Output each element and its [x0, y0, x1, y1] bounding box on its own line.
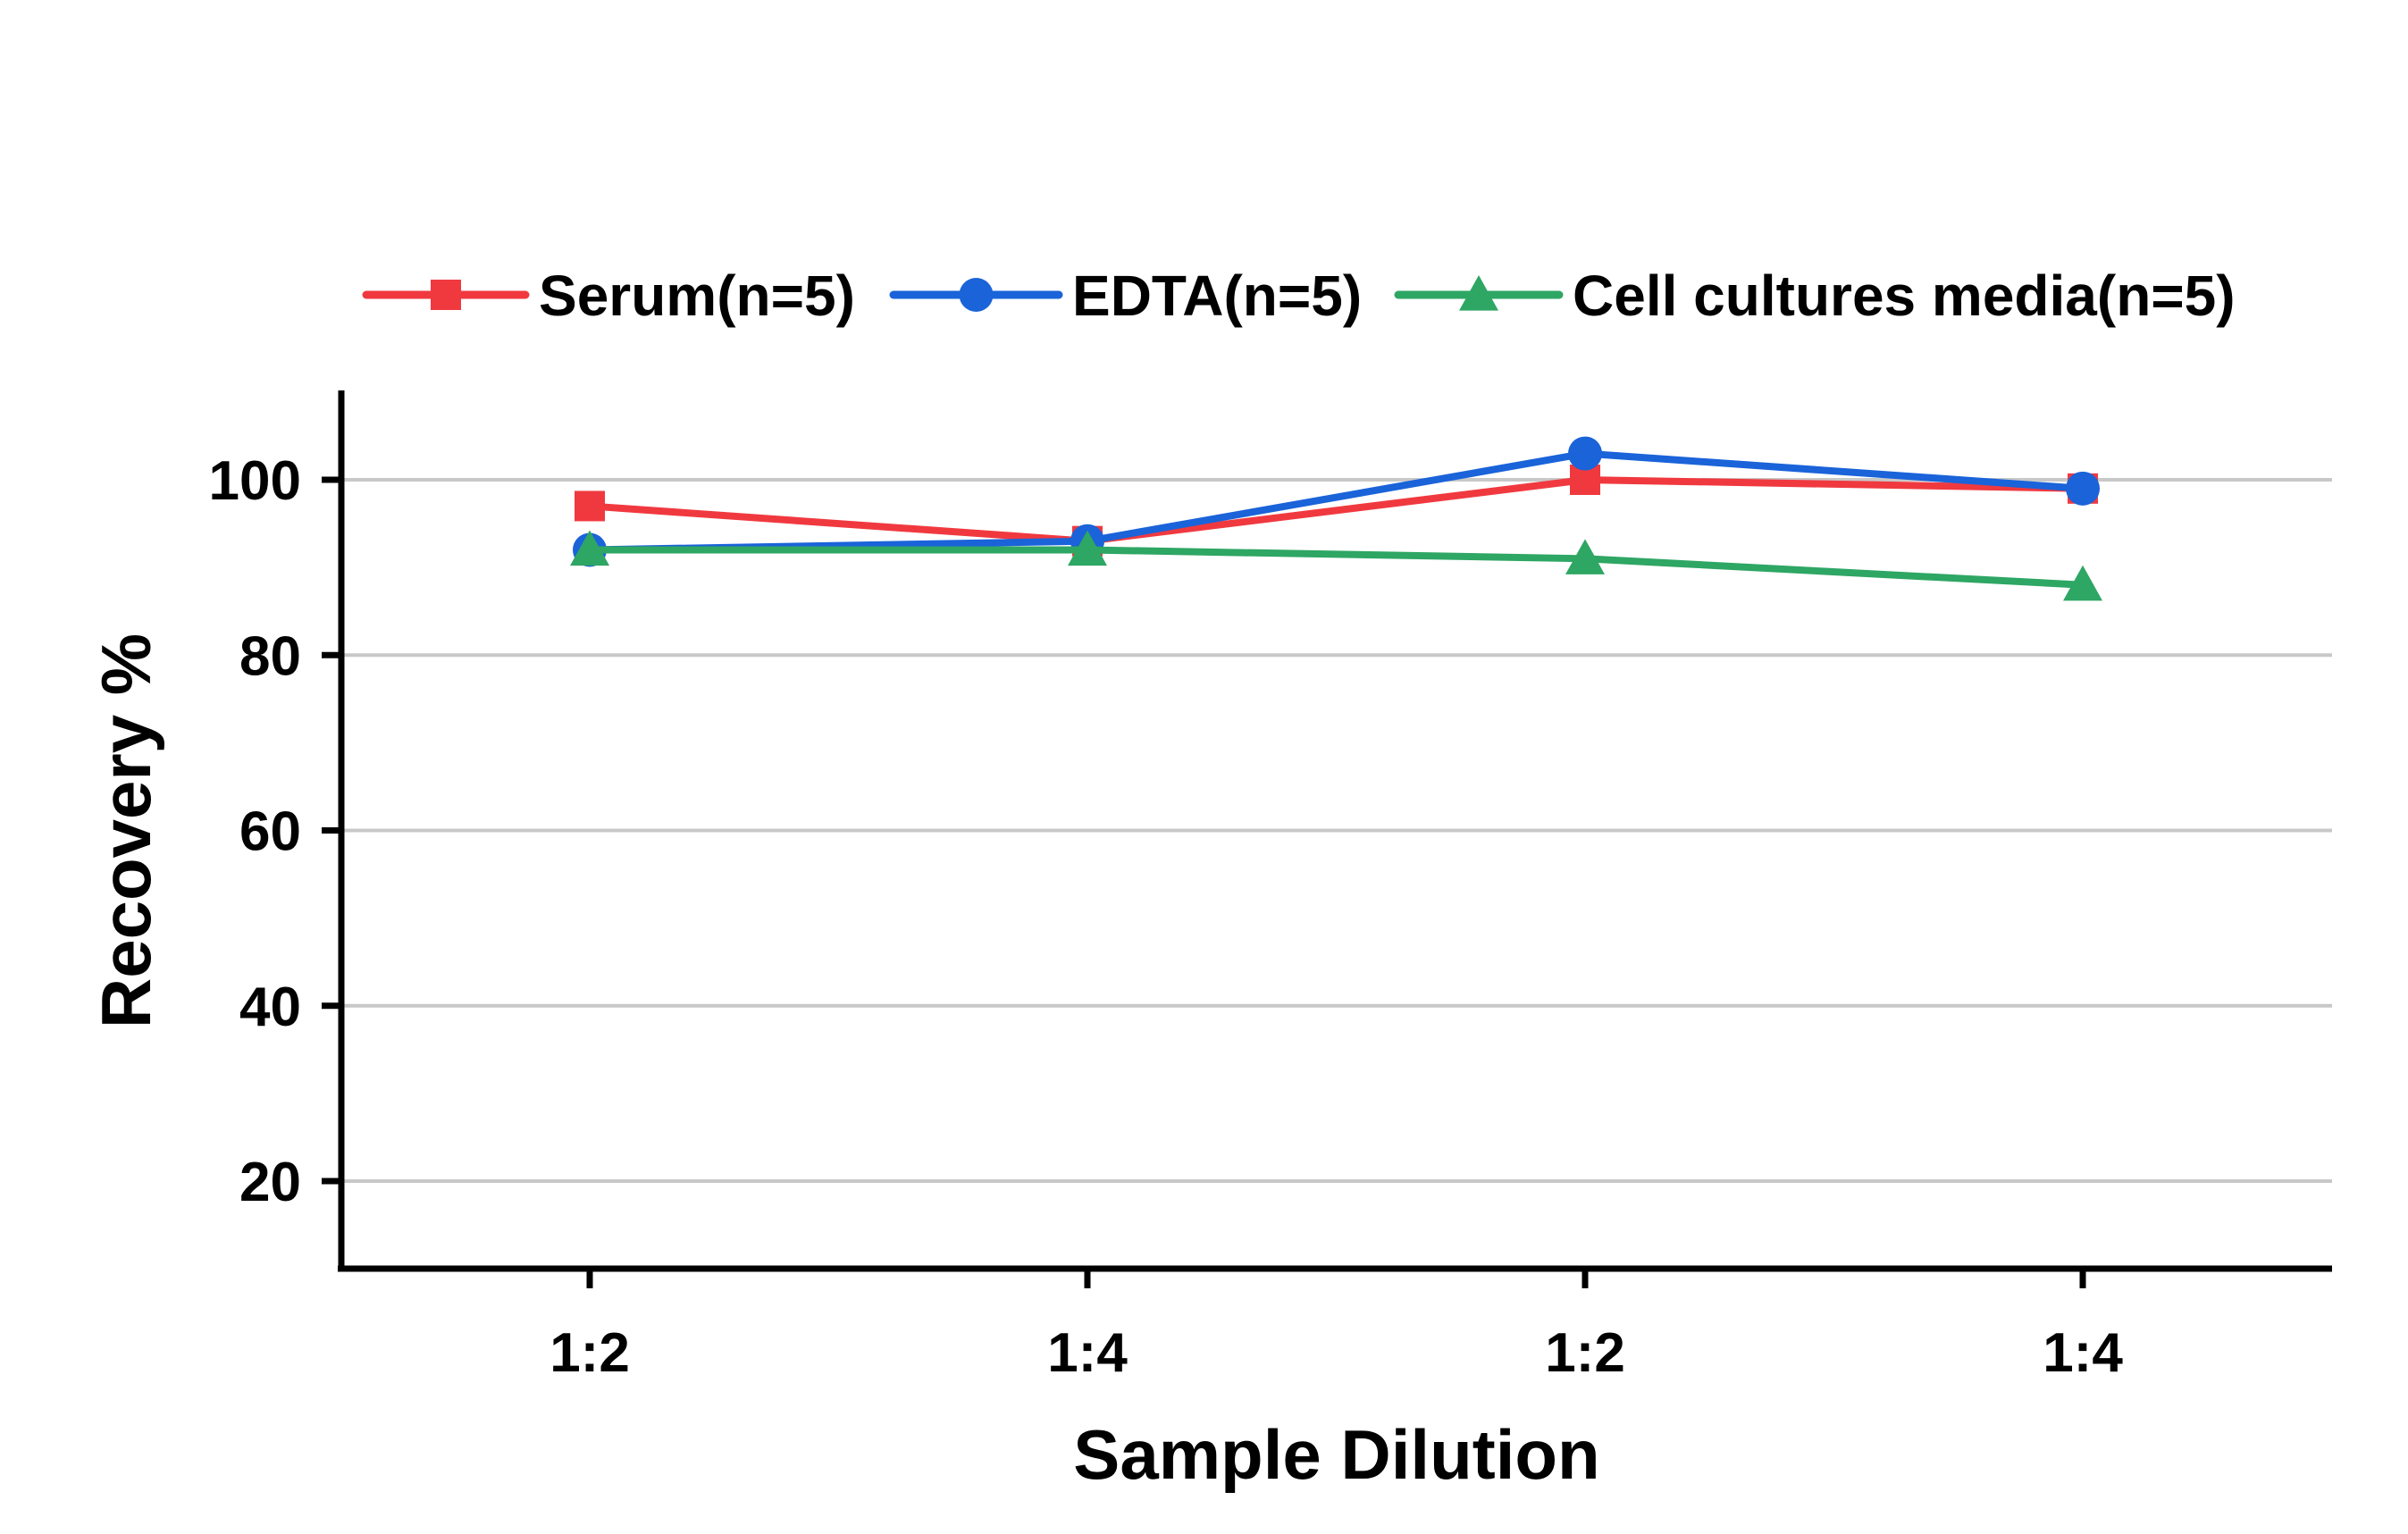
- y-tick-label: 80: [239, 625, 301, 687]
- legend-label: EDTA(n=5): [1072, 264, 1362, 328]
- legend-item: EDTA(n=5): [889, 264, 1362, 328]
- series-line: [590, 546, 2084, 589]
- data-point: [1568, 436, 1602, 471]
- legend-label: Cell cultures media(n=5): [1573, 264, 2236, 328]
- y-tick-label: 20: [239, 1152, 301, 1213]
- data-point: [1565, 539, 1605, 574]
- legend-item: Serum(n=5): [362, 264, 855, 328]
- series-line: [589, 476, 2084, 545]
- data-point: [1068, 530, 1107, 566]
- legend-item: Cell cultures media(n=5): [1394, 264, 2236, 328]
- series-line: [589, 449, 2084, 554]
- data-point: [570, 530, 609, 566]
- x-tick-label: 1:2: [1545, 1322, 1625, 1384]
- y-tick-label: 40: [239, 977, 301, 1038]
- y-tick-label: 100: [209, 450, 301, 512]
- x-ticks: 1:2 1:4 1:2 1:4: [550, 1269, 2123, 1384]
- y-tick-label: 60: [239, 801, 301, 863]
- legend-marker: [959, 278, 994, 312]
- legend-label: Serum(n=5): [539, 264, 855, 328]
- series-3: [570, 530, 2102, 601]
- x-tick-label: 1:4: [1047, 1322, 1128, 1384]
- x-tick-label: 1:4: [2043, 1322, 2123, 1384]
- legend: Serum(n=5) EDTA(n=5) Cell cultures media(n…: [362, 264, 2236, 328]
- data-point: [2066, 471, 2100, 506]
- data-point: [575, 490, 605, 522]
- x-axis-title: Sample Dilution: [1073, 1415, 1599, 1494]
- y-ticks: 20 40 60 80 100: [209, 450, 341, 1213]
- series: [570, 436, 2102, 601]
- x-tick-label: 1:2: [550, 1322, 630, 1384]
- gridlines: [341, 478, 2332, 1183]
- y-axis-title: Recovery %: [87, 633, 165, 1028]
- legend-marker: [1459, 275, 1498, 311]
- legend-marker: [431, 280, 461, 310]
- data-point: [2063, 565, 2102, 601]
